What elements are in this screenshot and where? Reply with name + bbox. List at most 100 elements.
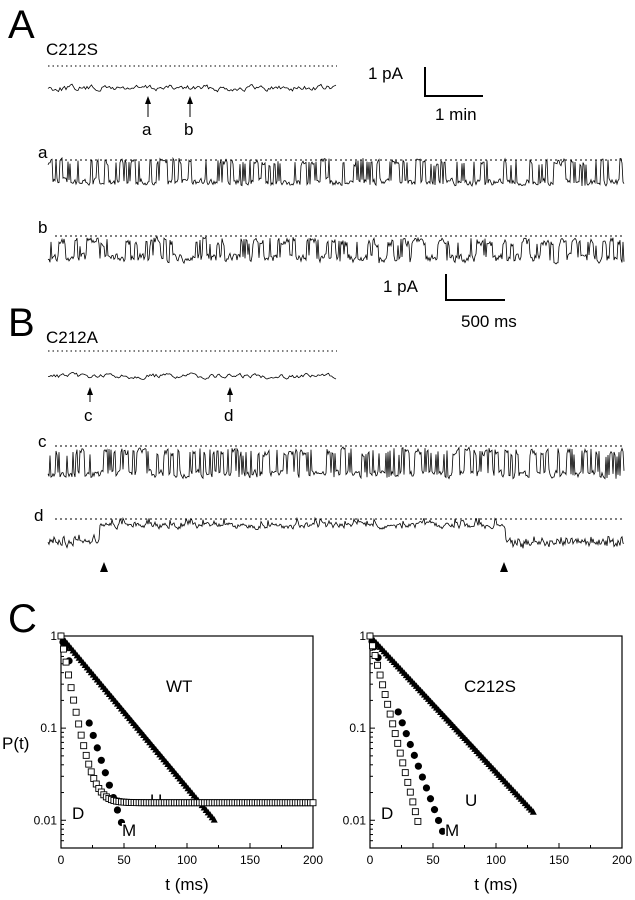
point-M xyxy=(418,773,427,781)
arrow-a-label: a xyxy=(142,120,152,139)
y-tick-label: 1 xyxy=(359,629,366,643)
point-D xyxy=(80,742,88,750)
arrow-c-head xyxy=(87,387,93,395)
series-label-M: M xyxy=(445,821,459,840)
chart-title: WT xyxy=(166,677,192,696)
point-M xyxy=(59,638,67,646)
series-label-D: D xyxy=(72,804,84,823)
point-D xyxy=(62,658,70,666)
arrow-c-label: c xyxy=(84,406,93,425)
panel-c-letter: C xyxy=(8,597,37,641)
point-D xyxy=(381,691,389,699)
arrow-b-label: b xyxy=(184,120,193,139)
x-tick-label: 50 xyxy=(426,853,440,867)
point-D xyxy=(57,632,65,640)
scalebar-zoom-horizontal-label: 500 ms xyxy=(461,312,517,331)
point-D xyxy=(411,808,419,816)
y-tick-label: 0.01 xyxy=(34,813,58,827)
point-D xyxy=(60,645,67,653)
x-tick-label: 50 xyxy=(117,853,131,867)
point-M xyxy=(93,744,101,752)
point-M xyxy=(105,781,113,789)
x-tick-label: 150 xyxy=(549,853,569,867)
arrow-d-label: d xyxy=(224,406,233,425)
point-M xyxy=(414,762,422,770)
plot-frame xyxy=(60,635,314,849)
chart-c212s: 0 50 100 150 200 0.01 0.1 1 t (ms) C212S UM D xyxy=(343,629,633,894)
point-M xyxy=(398,719,406,727)
panel-a-letter: A xyxy=(8,3,35,47)
panel-a-construct-label: C212S xyxy=(46,40,98,59)
point-M xyxy=(430,806,439,814)
scalebar-a-horizontal-label: 1 min xyxy=(435,105,477,124)
x-tick-label: 200 xyxy=(612,853,632,867)
zoom-a-trace xyxy=(47,156,625,187)
point-D xyxy=(384,700,392,708)
point-D xyxy=(389,720,397,728)
point-M xyxy=(85,719,93,727)
panel-a-overview-trace xyxy=(47,83,337,93)
point-D xyxy=(394,739,402,747)
y-axis-label: P(t) xyxy=(2,734,29,753)
point-D xyxy=(85,760,93,768)
point-D xyxy=(87,768,95,776)
zoom-c-label: c xyxy=(38,432,47,451)
zoom-b-trace xyxy=(47,235,625,265)
panel-b-letter: B xyxy=(8,301,35,345)
x-tick-label: 150 xyxy=(240,853,260,867)
point-M xyxy=(402,730,410,738)
scalebar-a-vertical-label: 1 pA xyxy=(368,64,404,83)
x-tick-label: 0 xyxy=(58,853,65,867)
point-D xyxy=(77,731,85,739)
arrowhead-marker-2 xyxy=(500,562,508,572)
series-label-U: U xyxy=(465,791,477,810)
point-M xyxy=(410,751,418,759)
point-D xyxy=(75,720,83,728)
point-M xyxy=(394,708,402,716)
point-M xyxy=(426,795,435,803)
y-tick-label: 0.1 xyxy=(40,721,57,735)
x-tick-label: 100 xyxy=(177,853,197,867)
point-D xyxy=(67,684,75,692)
point-M xyxy=(422,784,431,792)
x-tick-label: 100 xyxy=(486,853,506,867)
point-D xyxy=(366,632,374,640)
point-D xyxy=(72,708,80,716)
point-D xyxy=(399,759,407,767)
point-D xyxy=(82,751,90,759)
y-tick-label: 0.01 xyxy=(343,813,367,827)
point-M xyxy=(89,731,97,740)
point-D xyxy=(379,681,387,689)
x-axis-label: t (ms) xyxy=(165,875,208,894)
arrow-a-head xyxy=(145,96,151,104)
point-D xyxy=(374,661,382,669)
x-axis-label: t (ms) xyxy=(474,875,517,894)
point-D xyxy=(376,671,384,679)
x-tick-label: 0 xyxy=(367,853,374,867)
zoom-b-label: b xyxy=(38,218,47,237)
point-D xyxy=(309,799,317,807)
point-D xyxy=(406,788,414,796)
point-M xyxy=(434,816,443,825)
point-D xyxy=(409,798,417,806)
panel-b-construct-label: C212A xyxy=(46,328,99,347)
series-label-D: D xyxy=(381,804,393,823)
point-M xyxy=(101,769,109,777)
panel-b-overview-trace xyxy=(47,372,337,380)
zoom-d-label: d xyxy=(34,506,43,525)
point-U xyxy=(529,808,537,815)
zoom-c-trace xyxy=(47,446,625,480)
point-U xyxy=(210,816,218,823)
point-D xyxy=(386,710,394,718)
scalebar-zoom-vertical-label: 1 pA xyxy=(383,277,419,296)
arrowhead-marker-1 xyxy=(100,562,108,572)
y-tick-label: 1 xyxy=(50,629,57,643)
zoom-a-label: a xyxy=(38,143,48,162)
series-label-M: M xyxy=(122,821,136,840)
point-M xyxy=(117,818,126,827)
point-D xyxy=(391,730,399,738)
point-M xyxy=(438,827,447,835)
point-M xyxy=(406,740,414,749)
point-D xyxy=(65,671,73,679)
